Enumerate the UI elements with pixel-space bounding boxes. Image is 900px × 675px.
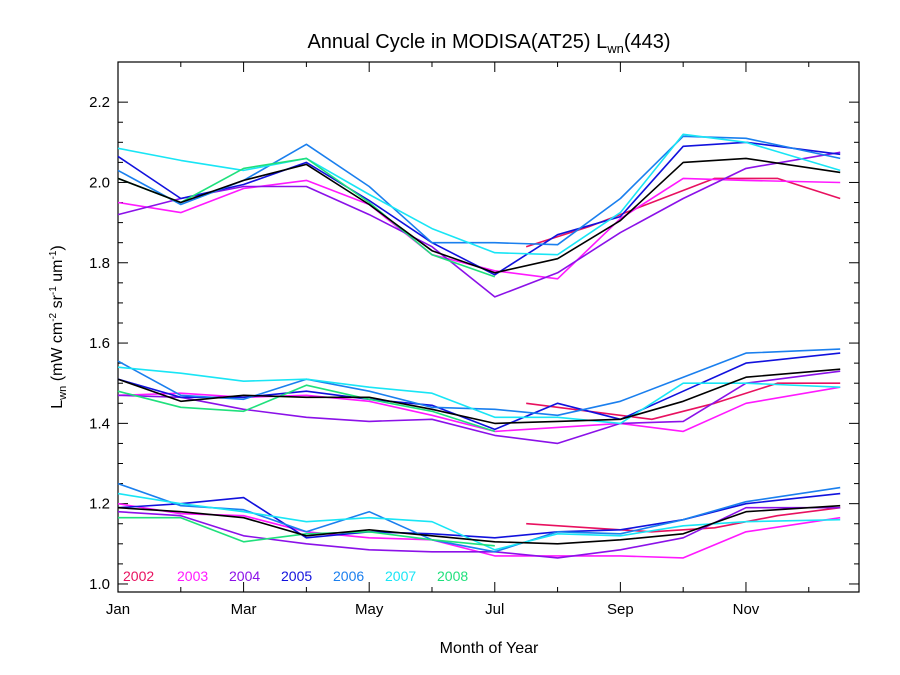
y-tick-label: 1.4 — [89, 415, 110, 432]
x-tick-label: May — [355, 601, 384, 618]
chart-title: Annual Cycle in MODISA(AT25) Lwn(443) — [307, 31, 670, 56]
x-tick-label: Jul — [485, 601, 504, 618]
y-tick-label: 2.0 — [89, 174, 110, 191]
series-line-2002-lower — [526, 506, 841, 533]
legend-item-2007: 2007 — [385, 568, 416, 584]
x-tick-label: Sep — [607, 601, 634, 618]
x-tick-label: Nov — [733, 601, 760, 618]
series-line-mean-lower — [117, 504, 841, 545]
series-line-2004-lower — [117, 506, 841, 559]
legend-item-2008: 2008 — [437, 568, 468, 584]
series-line-2008-middle — [117, 384, 496, 433]
legend-item-2004: 2004 — [229, 568, 260, 584]
series-line-2004-upper — [117, 151, 841, 298]
axis-ticks — [117, 62, 859, 592]
series-line-2004-middle — [117, 370, 841, 445]
series-line-2003-lower — [117, 502, 841, 559]
series-line-2008-upper — [117, 157, 496, 278]
series-line-2008-lower — [118, 516, 495, 547]
series-line-2002-upper — [525, 177, 841, 248]
x-axis-label: Month of Year — [440, 640, 539, 657]
legend-item-2005: 2005 — [281, 568, 312, 584]
series-line-2006-lower — [117, 482, 841, 553]
legend-item-2006: 2006 — [333, 568, 364, 584]
series-line-2003-upper — [117, 177, 841, 280]
series-line-mean-middle — [117, 368, 841, 425]
series-line-2007-upper — [117, 133, 841, 256]
legend-item-2003: 2003 — [177, 568, 208, 584]
legend: 2002 2003 2004 2005 2006 2007 2008 — [123, 568, 468, 584]
x-tick-label: Mar — [231, 601, 257, 618]
y-tick-label: 2.2 — [89, 94, 110, 111]
series-line-2007-lower — [117, 492, 841, 551]
x-tick-labels: Jan Mar May Jul Sep Nov — [106, 601, 760, 618]
series-line-2006-middle — [117, 348, 841, 417]
x-tick-label: Jan — [106, 601, 130, 618]
y-tick-label: 1.8 — [89, 255, 110, 272]
y-tick-label: 1.0 — [89, 576, 110, 593]
series-line-2005-upper — [117, 141, 841, 276]
y-axis-label: Lwn (mW cm-2 sr-1 um-1) — [48, 245, 69, 408]
y-tick-label: 1.6 — [89, 335, 110, 352]
data-lines — [117, 133, 841, 559]
y-tick-label: 1.2 — [89, 496, 110, 513]
y-tick-labels: 1.0 1.2 1.4 1.6 1.8 2.0 2.2 — [89, 94, 110, 593]
legend-item-2002: 2002 — [123, 568, 154, 584]
series-line-mean-upper — [117, 157, 841, 274]
series-line-2007-middle — [117, 366, 841, 425]
series-line-2005-middle — [117, 352, 841, 431]
plot-frame — [117, 61, 860, 593]
